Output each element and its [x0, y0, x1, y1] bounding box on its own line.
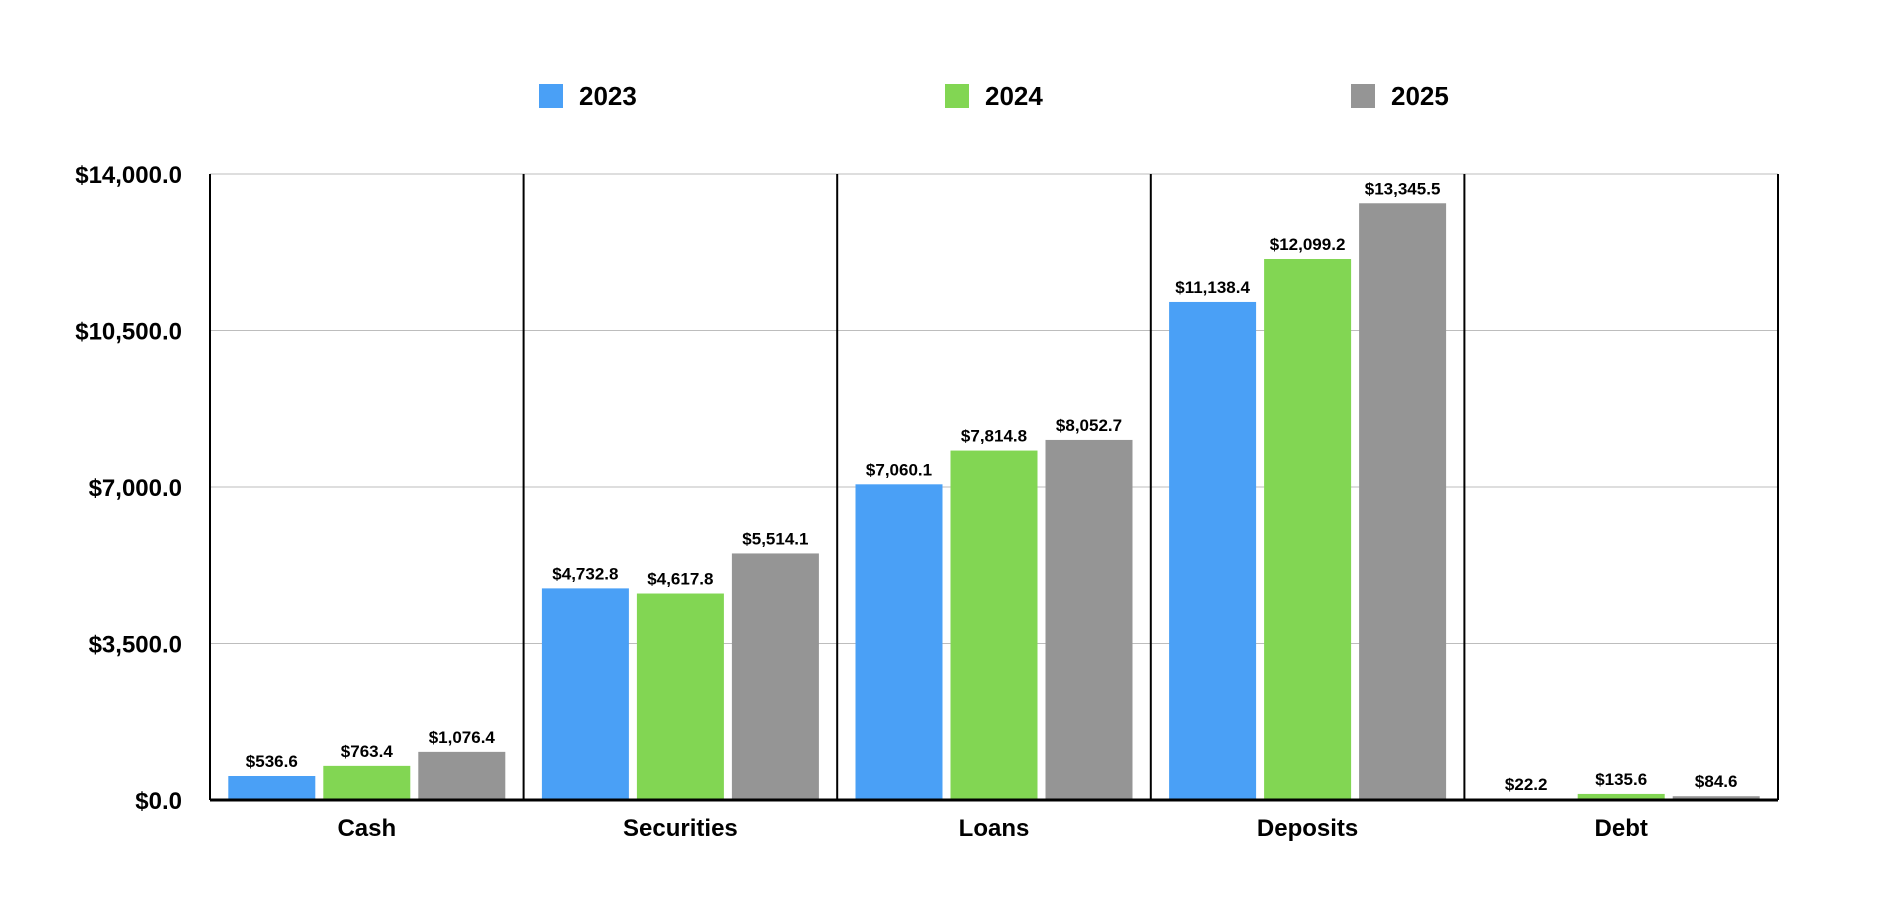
data-label: $1,076.4	[429, 728, 496, 747]
data-label: $536.6	[246, 752, 298, 771]
bar-securities-2024	[636, 593, 724, 800]
data-label: $763.4	[341, 742, 394, 761]
bar-deposits-2025	[1359, 203, 1447, 800]
bar-securities-2025	[731, 553, 819, 800]
data-label: $84.6	[1695, 772, 1738, 791]
bar-debt-2024	[1577, 793, 1665, 800]
category-label: Cash	[337, 815, 396, 842]
legend-label: 2024	[985, 81, 1043, 111]
data-label: $7,814.8	[961, 427, 1027, 446]
data-label: $4,732.8	[552, 564, 618, 583]
bar-loans-2024	[950, 450, 1038, 800]
bar-deposits-2023	[1169, 301, 1257, 800]
category-label: Securities	[623, 815, 738, 842]
bar-debt-2025	[1672, 796, 1760, 800]
category-labels: Cash Securities Loans Deposits Debt	[337, 815, 1647, 842]
data-label: $22.2	[1505, 775, 1548, 794]
bar-loans-2025	[1045, 439, 1133, 800]
bar-deposits-2024	[1264, 258, 1352, 800]
bar-cash-2023	[228, 776, 316, 800]
bar-cash-2025	[418, 751, 506, 800]
data-label: $4,617.8	[647, 570, 713, 589]
data-label: $11,138.4	[1175, 278, 1250, 297]
legend: 2023 2024 2025	[539, 81, 1449, 111]
legend-label: 2023	[579, 81, 637, 111]
bars	[228, 203, 1760, 800]
data-label: $13,345.5	[1365, 179, 1441, 198]
category-label: Loans	[959, 815, 1030, 842]
bar-securities-2023	[541, 588, 629, 800]
y-tick-label: $10,500.0	[75, 319, 182, 346]
y-tick-label: $0.0	[135, 788, 182, 815]
category-label: Debt	[1595, 815, 1648, 842]
y-tick-label: $3,500.0	[89, 632, 182, 659]
legend-swatch-2025	[1351, 84, 1375, 108]
y-tick-label: $14,000.0	[75, 162, 182, 189]
y-tick-labels: $0.0 $3,500.0 $7,000.0 $10,500.0 $14,000.0	[75, 162, 182, 815]
legend-swatch-2024	[945, 84, 969, 108]
data-label: $12,099.2	[1270, 235, 1346, 254]
legend-label: 2025	[1391, 81, 1449, 111]
data-labels: $536.6 $763.4 $1,076.4 $4,732.8 $4,617.8 $5,5…	[246, 179, 1738, 794]
data-label: $135.6	[1595, 770, 1647, 789]
bar-loans-2023	[855, 484, 943, 800]
legend-swatch-2023	[539, 84, 563, 108]
y-tick-label: $7,000.0	[89, 475, 182, 502]
data-label: $7,060.1	[866, 460, 932, 479]
data-label: $8,052.7	[1056, 416, 1122, 435]
axes	[209, 174, 1779, 802]
category-label: Deposits	[1257, 815, 1358, 842]
bar-cash-2024	[323, 765, 411, 800]
data-label: $5,514.1	[742, 529, 808, 548]
